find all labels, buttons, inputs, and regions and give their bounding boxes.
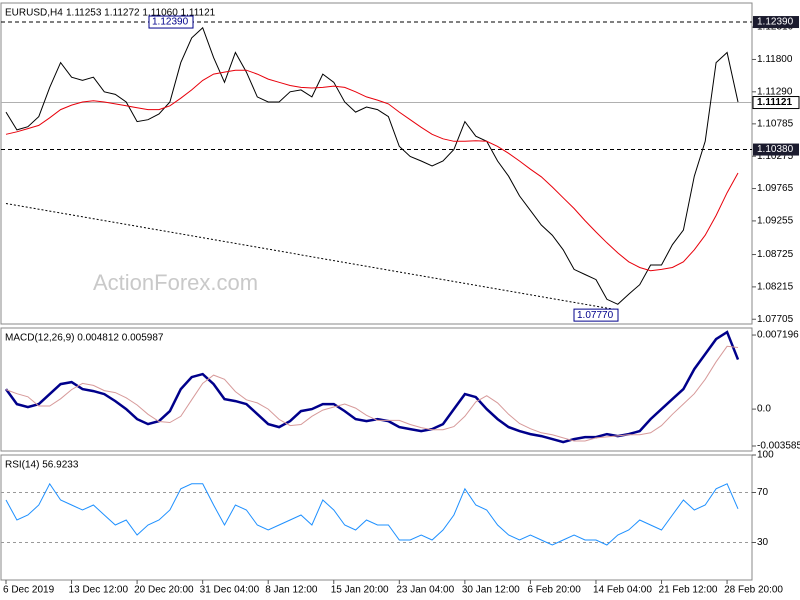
y-tick-label: 30 [757, 537, 769, 548]
series-line [5, 26, 739, 305]
x-tick-label: 28 Feb 20:00 [724, 585, 783, 596]
x-tick-label: 8 Jan 12:00 [265, 585, 318, 596]
annotation-box [573, 308, 619, 322]
x-tick-label: 14 Feb 04:00 [593, 585, 652, 596]
level-box [753, 16, 799, 29]
y-tick-label: 1.07705 [757, 314, 794, 325]
last-price-box [752, 96, 800, 110]
annotation-label: 1.12390 [152, 17, 189, 28]
y-tick-label: 100 [757, 450, 774, 461]
y-tick-label: 1.08215 [757, 282, 794, 293]
quote: 1.11253 1.11272 1.11060 1.11121 [66, 8, 216, 19]
x-tick-label: 6 Feb 20:00 [527, 585, 581, 596]
x-tick-label: 23 Jan 04:00 [396, 585, 454, 596]
series-line [5, 482, 739, 546]
y-tick-label: 1.08725 [757, 249, 794, 260]
y-tick-label: 1.10275 [757, 151, 794, 162]
last-price-label: 1.11121 [757, 97, 792, 108]
panel-title: MACD(12,26,9) 0.004812 0.005987 [5, 333, 164, 344]
series-line [5, 203, 618, 311]
x-tick-label: 31 Dec 04:00 [200, 585, 260, 596]
panel-frame [0, 327, 753, 452]
level-label: 1.12390 [757, 17, 794, 28]
x-tick-label: 20 Dec 20:00 [134, 585, 194, 596]
panel-frame [0, 454, 753, 581]
y-tick-label: 0.0 [757, 404, 771, 415]
annotation-label: 1.07770 [577, 310, 614, 321]
panel-title: RSI(14) 56.9233 [5, 460, 79, 471]
x-tick-label: 21 Feb 12:00 [659, 585, 718, 596]
x-tick-label: 6 Dec 2019 [3, 585, 55, 596]
y-tick-label: 1.10785 [757, 118, 794, 129]
y-tick-label: 0.007196 [757, 330, 799, 341]
y-tick-label: 1.11800 [757, 54, 793, 65]
panel-frame [0, 2, 753, 325]
level-box [753, 143, 799, 156]
y-tick-label: -0.003585 [757, 441, 800, 452]
x-tick-label: 15 Jan 20:00 [331, 585, 389, 596]
x-tick-label: 13 Dec 12:00 [69, 585, 129, 596]
series-line [5, 69, 739, 272]
panel-title: EURUSD,H4 [5, 8, 63, 19]
x-tick-label: 30 Jan 12:00 [462, 585, 520, 596]
y-tick-label: 1.09255 [757, 216, 794, 227]
series-line [5, 345, 739, 442]
watermark: ActionForex.com [93, 270, 258, 295]
annotation-box [148, 15, 194, 29]
y-tick-label: 70 [757, 487, 769, 498]
y-tick-label: 1.09765 [757, 183, 794, 194]
level-label: 1.10380 [757, 144, 794, 155]
y-tick-label: 1.11290 [757, 86, 793, 97]
